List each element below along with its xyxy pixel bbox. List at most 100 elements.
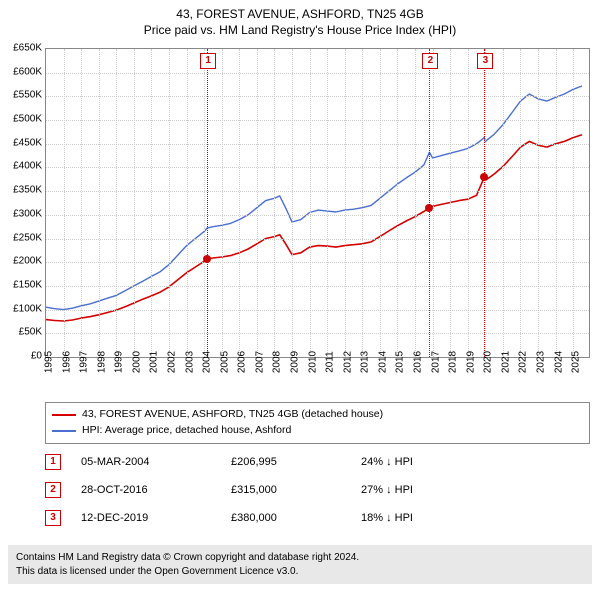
x-tick-label: 1999 <box>114 351 125 373</box>
marker-line <box>207 49 208 357</box>
legend-row: 43, FOREST AVENUE, ASHFORD, TN25 4GB (de… <box>52 407 583 423</box>
x-tick-label: 1997 <box>79 351 90 373</box>
marker-dot <box>425 204 433 212</box>
x-tick-label: 2002 <box>167 351 178 373</box>
transaction-badge: 2 <box>45 482 61 498</box>
page-root: 43, FOREST AVENUE, ASHFORD, TN25 4GB Pri… <box>0 0 600 590</box>
gridline-horizontal <box>46 191 589 192</box>
gridline-vertical <box>151 49 152 357</box>
x-tick-label: 2011 <box>325 351 336 373</box>
y-tick-label: £350K <box>2 185 42 196</box>
x-tick-label: 2001 <box>149 351 160 373</box>
gridline-horizontal <box>46 120 589 121</box>
transaction-price: £315,000 <box>231 484 361 496</box>
y-tick-label: £100K <box>2 303 42 314</box>
gridline-vertical <box>433 49 434 357</box>
transaction-badge: 3 <box>45 510 61 526</box>
transaction-row: 312-DEC-2019£380,00018% ↓ HPI <box>45 504 590 532</box>
x-tick-label: 2023 <box>536 351 547 373</box>
x-tick-label: 2009 <box>290 351 301 373</box>
transaction-date: 12-DEC-2019 <box>81 512 231 524</box>
gridline-vertical <box>556 49 557 357</box>
y-tick-label: £150K <box>2 279 42 290</box>
transaction-delta: 24% ↓ HPI <box>361 456 511 468</box>
x-tick-label: 2014 <box>377 351 388 373</box>
marker-badge: 2 <box>422 53 438 69</box>
x-tick-label: 2018 <box>448 351 459 373</box>
gridline-vertical <box>99 49 100 357</box>
transaction-row: 228-OCT-2016£315,00027% ↓ HPI <box>45 476 590 504</box>
x-tick-label: 2006 <box>237 351 248 373</box>
gridline-horizontal <box>46 144 589 145</box>
footer-line1: Contains HM Land Registry data © Crown c… <box>16 551 584 565</box>
gridline-vertical <box>310 49 311 357</box>
marker-badge: 3 <box>477 53 493 69</box>
marker-badge: 1 <box>200 53 216 69</box>
gridline-horizontal <box>46 239 589 240</box>
x-tick-label: 2015 <box>395 351 406 373</box>
x-tick-label: 2010 <box>307 351 318 373</box>
gridline-vertical <box>538 49 539 357</box>
transaction-badge: 1 <box>45 454 61 470</box>
gridline-horizontal <box>46 333 589 334</box>
gridline-horizontal <box>46 73 589 74</box>
transaction-row: 1 05-MAR-2004£206,99524% ↓ HPI <box>45 448 590 476</box>
x-tick-label: 2012 <box>342 351 353 373</box>
x-tick-label: 2017 <box>430 351 441 373</box>
gridline-vertical <box>222 49 223 357</box>
legend-label: HPI: Average price, detached house, Ashf… <box>82 423 291 439</box>
gridline-vertical <box>239 49 240 357</box>
x-tick-label: 2007 <box>254 351 265 373</box>
marker-line <box>484 49 485 357</box>
y-tick-label: £300K <box>2 208 42 219</box>
gridline-vertical <box>187 49 188 357</box>
title-line2: Price paid vs. HM Land Registry's House … <box>0 22 600 38</box>
gridline-vertical <box>362 49 363 357</box>
footer-line2: This data is licensed under the Open Gov… <box>16 565 584 579</box>
y-tick-label: £200K <box>2 256 42 267</box>
x-tick-label: 2020 <box>483 351 494 373</box>
x-tick-label: 2022 <box>518 351 529 373</box>
gridline-horizontal <box>46 167 589 168</box>
x-tick-label: 1998 <box>96 351 107 373</box>
y-tick-label: £250K <box>2 232 42 243</box>
transaction-date: 05-MAR-2004 <box>81 456 231 468</box>
marker-dot <box>480 173 488 181</box>
y-tick-label: £400K <box>2 161 42 172</box>
series-price_paid <box>46 135 582 321</box>
gridline-vertical <box>327 49 328 357</box>
marker-dot <box>203 255 211 263</box>
gridline-vertical <box>397 49 398 357</box>
legend: 43, FOREST AVENUE, ASHFORD, TN25 4GB (de… <box>45 402 590 444</box>
y-tick-label: £500K <box>2 114 42 125</box>
transaction-price: £206,995 <box>231 456 361 468</box>
y-tick-label: £650K <box>2 43 42 54</box>
title-line1: 43, FOREST AVENUE, ASHFORD, TN25 4GB <box>0 6 600 22</box>
x-tick-label: 2019 <box>465 351 476 373</box>
x-tick-label: 2021 <box>500 351 511 373</box>
x-tick-label: 2000 <box>131 351 142 373</box>
x-tick-label: 2016 <box>413 351 424 373</box>
x-tick-label: 1996 <box>61 351 72 373</box>
gridline-vertical <box>274 49 275 357</box>
y-tick-label: £50K <box>2 327 42 338</box>
x-tick-label: 2013 <box>360 351 371 373</box>
gridline-vertical <box>134 49 135 357</box>
y-tick-label: £550K <box>2 90 42 101</box>
gridline-vertical <box>415 49 416 357</box>
legend-row: HPI: Average price, detached house, Ashf… <box>52 423 583 439</box>
legend-swatch <box>52 430 76 432</box>
gridline-horizontal <box>46 262 589 263</box>
gridline-horizontal <box>46 310 589 311</box>
transaction-date: 28-OCT-2016 <box>81 484 231 496</box>
gridline-vertical <box>450 49 451 357</box>
y-tick-label: £450K <box>2 137 42 148</box>
gridline-vertical <box>116 49 117 357</box>
gridline-vertical <box>520 49 521 357</box>
footer: Contains HM Land Registry data © Crown c… <box>8 545 592 584</box>
x-tick-label: 2003 <box>184 351 195 373</box>
x-tick-label: 2008 <box>272 351 283 373</box>
gridline-vertical <box>292 49 293 357</box>
gridline-vertical <box>468 49 469 357</box>
x-tick-label: 2004 <box>202 351 213 373</box>
